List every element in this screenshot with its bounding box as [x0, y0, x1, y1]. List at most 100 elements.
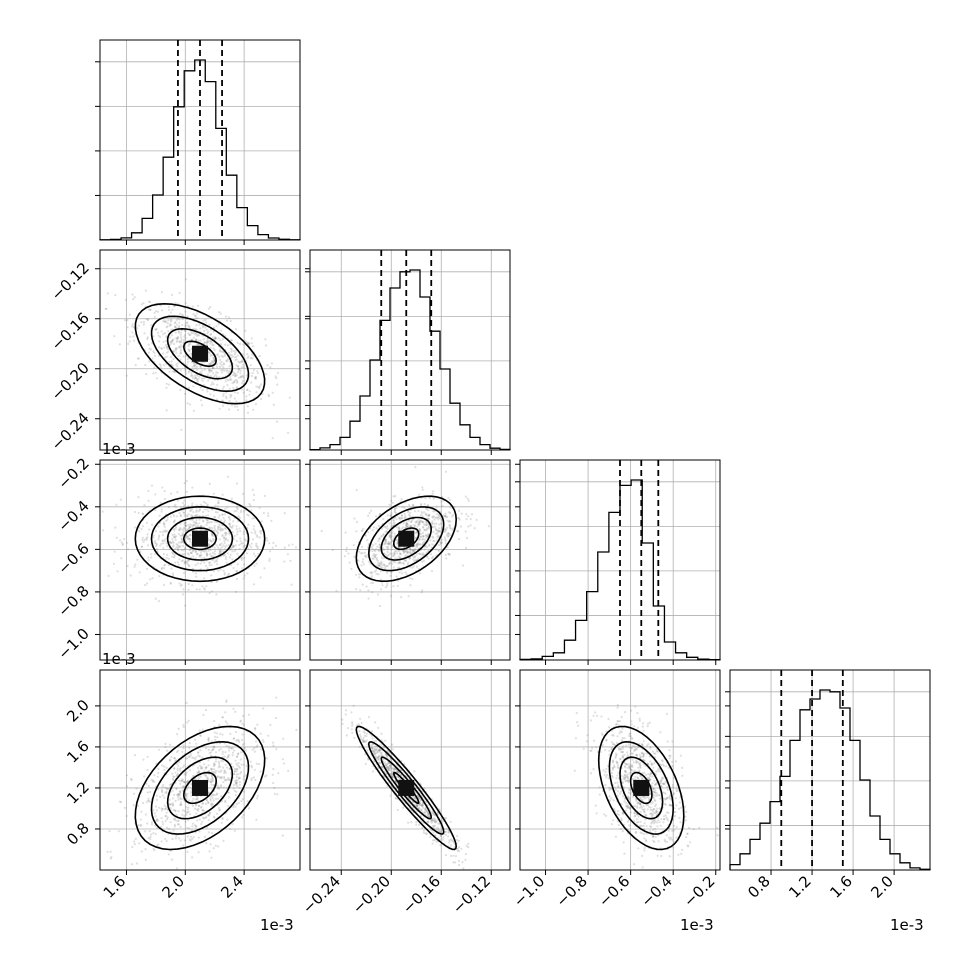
sample-point [133, 565, 136, 568]
sample-point [387, 545, 390, 548]
sample-point [213, 763, 216, 766]
sample-point [385, 763, 388, 766]
sample-point [427, 517, 430, 521]
sample-point [655, 810, 658, 813]
sample-point [246, 513, 249, 516]
sample-point [168, 798, 171, 801]
sample-point [145, 538, 148, 541]
sample-point [195, 588, 198, 591]
sample-point [375, 558, 378, 561]
sample-point [409, 511, 412, 514]
sample-point [362, 736, 365, 740]
sample-point [442, 514, 445, 517]
sample-point [209, 538, 212, 542]
sample-point [458, 845, 461, 849]
sample-point [235, 482, 239, 485]
sample-point [191, 508, 194, 511]
sample-point [160, 347, 163, 350]
sample-point [372, 554, 375, 557]
sample-point [239, 530, 242, 533]
sample-point [414, 466, 417, 469]
sample-point [195, 510, 198, 513]
sample-point [433, 540, 436, 543]
sample-point [166, 818, 169, 821]
sample-point [187, 818, 190, 822]
sample-point [252, 369, 255, 372]
sample-point [193, 824, 197, 827]
sample-point [150, 556, 153, 559]
sample-point [115, 503, 118, 506]
sample-point [219, 568, 222, 571]
sample-point [234, 793, 237, 797]
sample-point [164, 814, 167, 818]
sample-point [252, 498, 255, 502]
sample-point [195, 338, 198, 341]
sample-point [197, 775, 200, 779]
sample-point [153, 351, 156, 354]
sample-point [454, 861, 457, 864]
sample-point [226, 384, 229, 387]
sample-point [371, 750, 374, 753]
sample-point [207, 379, 210, 382]
sample-point [158, 575, 161, 578]
sample-point [224, 720, 227, 723]
sample-point [134, 363, 137, 367]
sample-point [444, 528, 447, 531]
sample-point [192, 756, 195, 759]
sample-point [218, 538, 221, 541]
sample-point [123, 806, 127, 810]
sample-point [238, 776, 241, 780]
sample-point [383, 552, 386, 555]
sample-point [204, 767, 207, 770]
sample-point [185, 795, 188, 798]
sample-point [371, 749, 374, 752]
sample-point [182, 725, 185, 729]
sample-point [403, 506, 406, 509]
sample-point [436, 536, 439, 539]
sample-point [198, 522, 201, 525]
sample-point [234, 375, 237, 378]
sample-point [649, 760, 652, 763]
sample-point [398, 528, 401, 531]
sample-point [208, 564, 211, 567]
sample-point [149, 838, 152, 841]
sample-point [386, 766, 389, 769]
sample-point [397, 550, 401, 553]
sample-point [427, 550, 430, 553]
sample-point [198, 588, 201, 591]
sample-point [153, 780, 156, 783]
sample-point [180, 583, 183, 586]
sample-point [218, 787, 221, 790]
sample-point [227, 516, 230, 519]
sample-point [393, 768, 396, 771]
sample-point [415, 803, 418, 806]
sample-point [404, 515, 407, 518]
sample-point [219, 339, 222, 342]
sample-point [191, 584, 194, 587]
sample-point [631, 737, 634, 740]
sample-point [195, 522, 198, 525]
sample-point [248, 502, 251, 506]
sample-point [431, 842, 434, 845]
sample-point [631, 758, 634, 761]
sample-point [210, 754, 213, 757]
y-tick-label: −0.4 [54, 497, 92, 535]
sample-point [221, 535, 224, 538]
sample-point [142, 758, 145, 761]
sample-point [114, 526, 117, 529]
sample-point [432, 536, 435, 539]
sample-point [271, 546, 274, 549]
sample-point [418, 538, 421, 541]
sample-point [187, 371, 190, 374]
sample-point [174, 536, 177, 539]
sample-point [209, 333, 212, 336]
sample-point [448, 499, 452, 502]
sample-point [189, 551, 192, 554]
sample-point [232, 806, 235, 809]
sample-point [148, 830, 151, 833]
sample-point [644, 818, 647, 821]
y-tick-label: −0.6 [54, 539, 92, 577]
sample-point [205, 328, 208, 331]
sample-point [160, 567, 163, 571]
sample-point [432, 515, 436, 518]
